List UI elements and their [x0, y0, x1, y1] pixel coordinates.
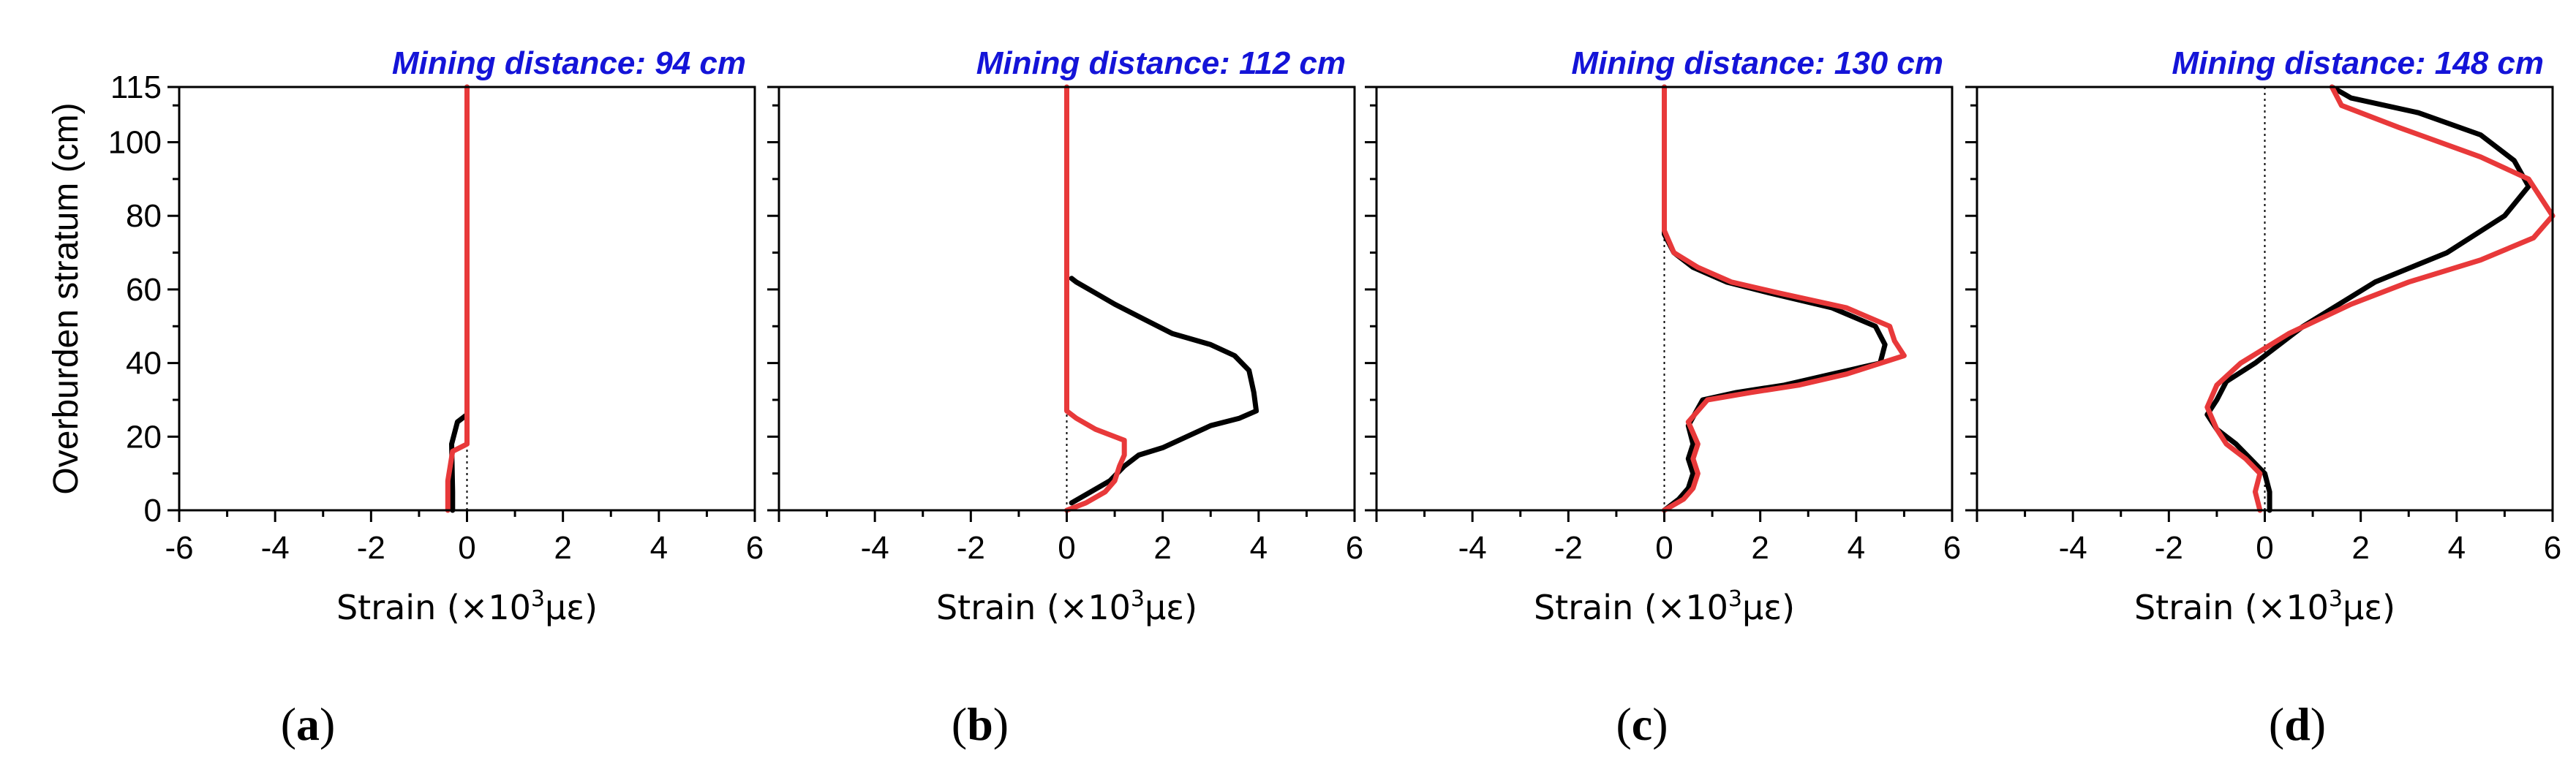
x-tick-label: 6	[746, 530, 764, 566]
x-tick-label: 4	[650, 530, 668, 566]
chart-panel-d: -4 -2 0 2 4 6 Mining distance: 148 cm Strain (×…	[1965, 45, 2561, 750]
y-tick-label: 115	[110, 69, 162, 105]
y-tick-label: 60	[126, 272, 162, 308]
x-tick-label: 2	[2351, 530, 2369, 566]
x-axis-label: Strain (×103με)	[2134, 586, 2395, 627]
y-tick-label: 40	[126, 346, 162, 382]
panel-caption: (a)	[281, 698, 336, 750]
x-tick-label: -6	[165, 530, 193, 566]
x-tick-label: 0	[2256, 530, 2273, 566]
chart-title: Mining distance: 130 cm	[1571, 45, 1943, 81]
x-tick-label: -4	[1458, 530, 1487, 566]
x-tick-label: -2	[2155, 530, 2183, 566]
panel-caption: (d)	[2269, 698, 2326, 750]
y-tick-label: 20	[126, 419, 162, 455]
x-tick-label: -4	[861, 530, 889, 566]
x-tick-label: 6	[1943, 530, 1961, 566]
panel-caption: (b)	[952, 698, 1009, 750]
series-line-red	[2204, 84, 2556, 513]
chart-panel-b: -4 -2 0 2 4 6 Mining distance: 112 cm Strain (×…	[767, 45, 1363, 750]
chart-title: Mining distance: 148 cm	[2172, 45, 2544, 81]
x-tick-label: 0	[1058, 530, 1075, 566]
chart-panel-c: -4 -2 0 2 4 6 Mining distance: 130 cm Strain (×…	[1365, 45, 1961, 750]
y-tick-label: 100	[108, 125, 162, 161]
x-tick-label: 4	[1250, 530, 1268, 566]
x-tick-label: 2	[1751, 530, 1769, 566]
series-line-red	[1064, 84, 1127, 513]
series-line-red	[445, 84, 470, 513]
x-axis-label: Strain (×103με)	[1534, 586, 1795, 627]
x-axis-label: Strain (×103με)	[336, 586, 598, 627]
series-line-red	[1662, 84, 1907, 513]
y-axis-label: Overburden stratum (cm)	[47, 102, 86, 494]
x-tick-label: 6	[1346, 530, 1363, 566]
x-tick-label: -2	[1554, 530, 1583, 566]
x-tick-label: 4	[1848, 530, 1865, 566]
x-tick-label: 4	[2448, 530, 2466, 566]
x-tick-label: -2	[357, 530, 385, 566]
x-tick-label: -4	[261, 530, 290, 566]
series-line-black	[1069, 276, 1259, 506]
x-tick-label: 2	[554, 530, 571, 566]
x-tick-label: 6	[2544, 530, 2561, 566]
x-axis-label: Strain (×103με)	[936, 586, 1197, 627]
x-tick-label: -2	[957, 530, 985, 566]
y-tick-label: 0	[144, 493, 162, 529]
x-tick-label: -4	[2059, 530, 2087, 566]
chart-title: Mining distance: 94 cm	[392, 45, 746, 81]
x-tick-label: 0	[458, 530, 475, 566]
y-tick-label: 80	[126, 198, 162, 234]
x-tick-label: 0	[1655, 530, 1673, 566]
x-tick-label: 2	[1153, 530, 1171, 566]
chart-title: Mining distance: 112 cm	[976, 45, 1346, 81]
panel-caption: (c)	[1616, 698, 1668, 750]
